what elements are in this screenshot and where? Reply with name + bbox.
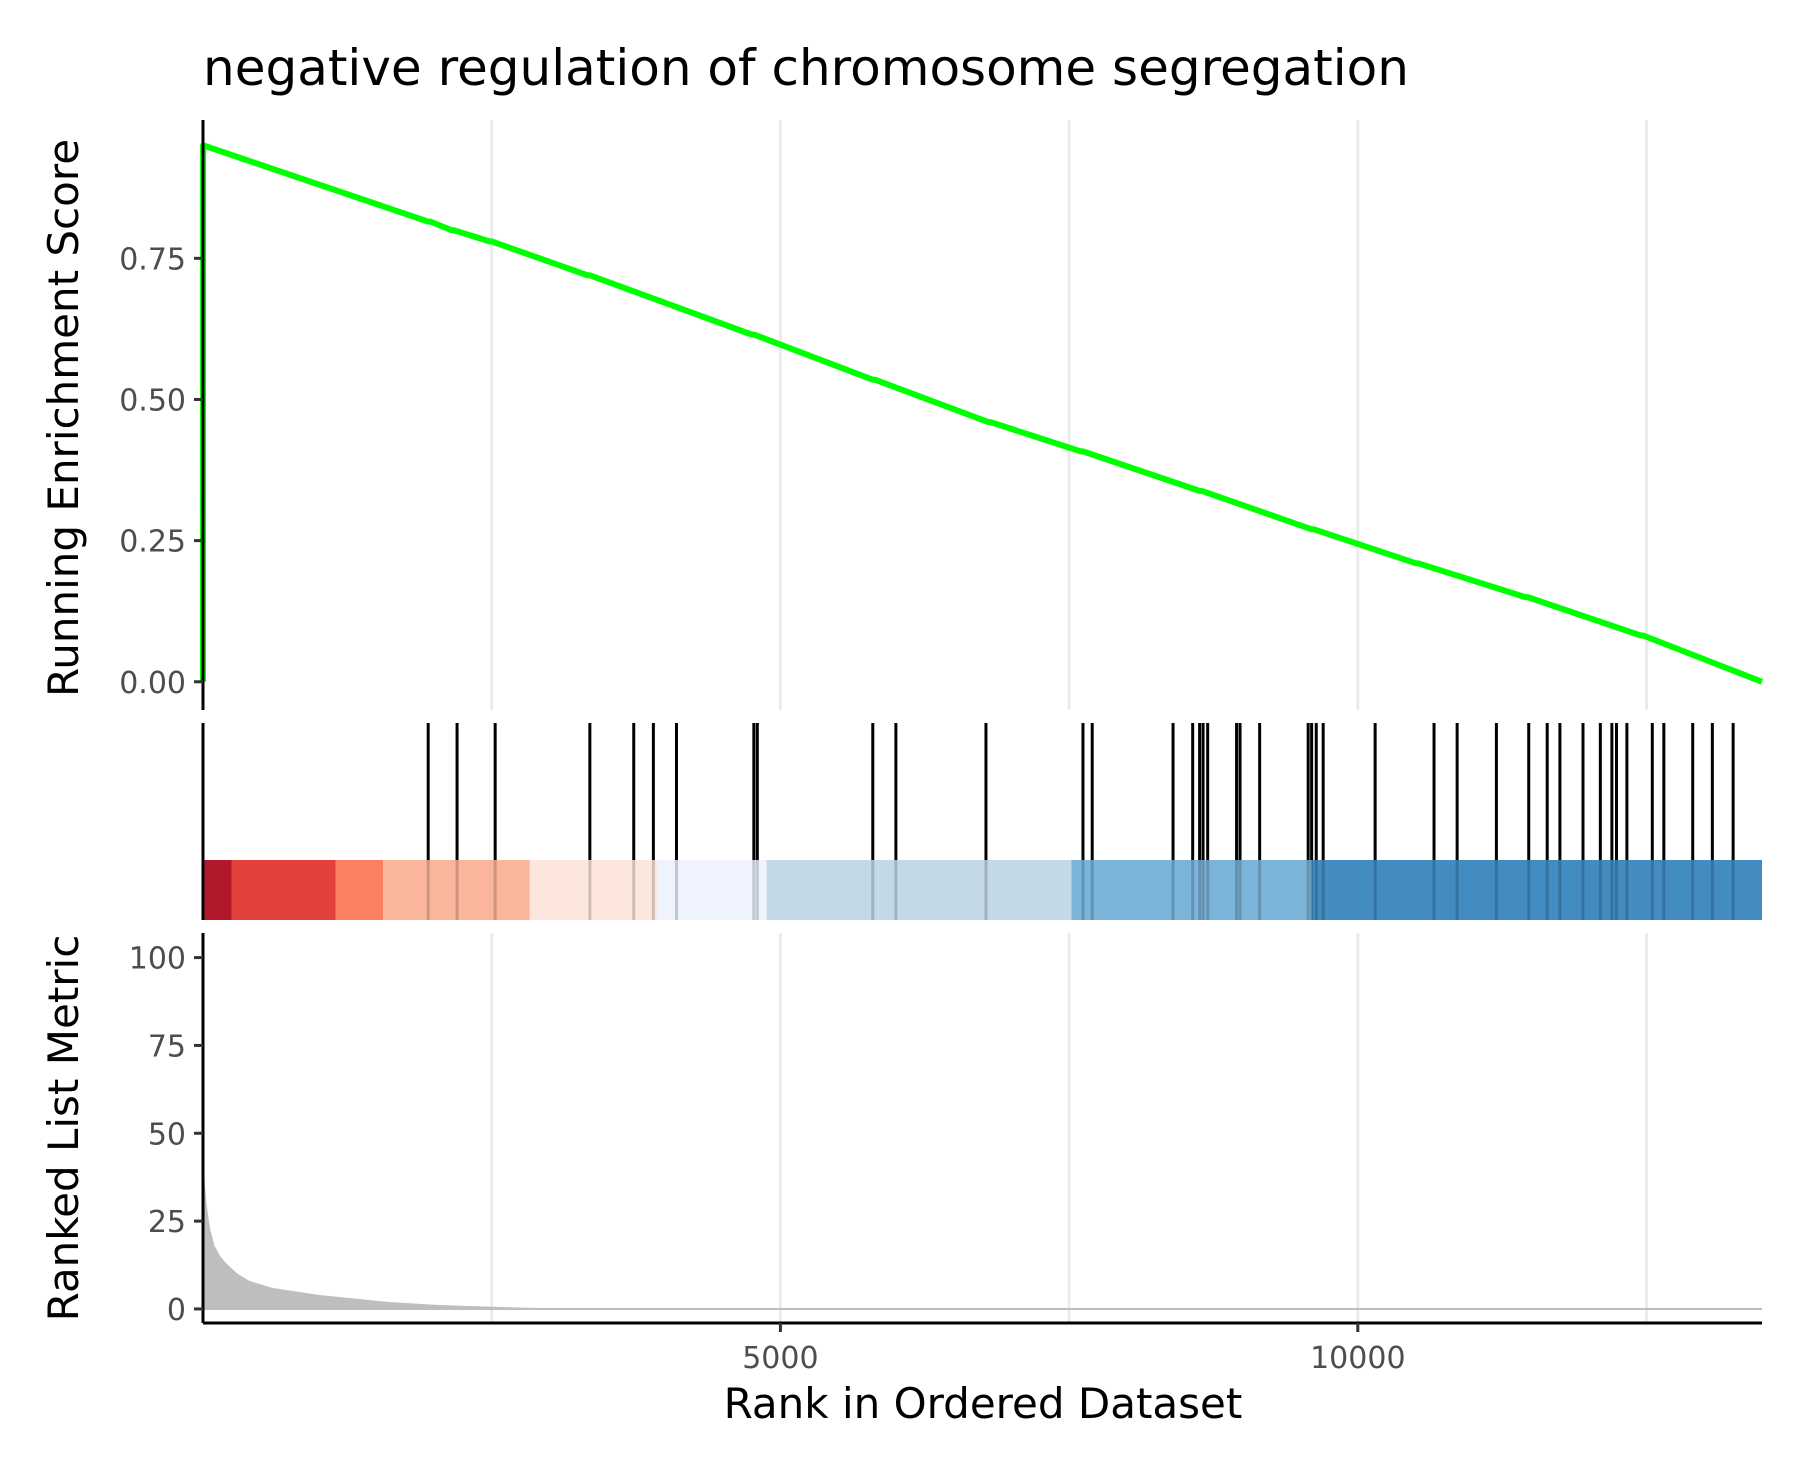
y-tick-label: 0.00: [119, 666, 186, 701]
y-tick-label: 50: [148, 1117, 186, 1152]
x-tick-label: 10000: [1310, 1341, 1405, 1376]
y-tick-label: 0.25: [119, 525, 186, 560]
x-axis-title: Rank in Ordered Dataset: [724, 1379, 1243, 1428]
y-tick-label: 0.75: [119, 242, 186, 277]
color-band-segment: [383, 860, 530, 920]
running-score-line: [200, 142, 1764, 685]
ranked-metric-panel: 0 25 50 75 100 5000 10000: [129, 933, 1762, 1376]
y-axis-title-ranked-metric: Ranked List Metric: [39, 935, 88, 1322]
y-tick-label: 100: [129, 942, 186, 977]
y-tick-label: 0.50: [119, 383, 186, 418]
gene-hits-panel: [201, 723, 1762, 920]
color-band-segment: [203, 860, 232, 920]
ranked-metric-area: [203, 1150, 1762, 1309]
color-band-segment: [335, 860, 384, 920]
color-band-segment: [529, 860, 657, 920]
y-axis-title-running-score: Running Enrichment Score: [39, 139, 88, 697]
color-band-segment: [231, 860, 336, 920]
y-tick-label: 75: [148, 1029, 186, 1064]
color-band-segment: [766, 860, 1072, 920]
color-band-segment: [1071, 860, 1312, 920]
y-tick-label: 25: [148, 1205, 186, 1240]
running-score-panel: 0.00 0.25 0.50 0.75: [119, 120, 1764, 710]
chart-title: negative regulation of chromosome segreg…: [203, 39, 1409, 97]
x-tick-label: 5000: [742, 1341, 818, 1376]
color-band-segment: [656, 860, 767, 920]
color-band-segment: [1311, 860, 1762, 920]
y-tick-label: 0: [167, 1293, 186, 1328]
